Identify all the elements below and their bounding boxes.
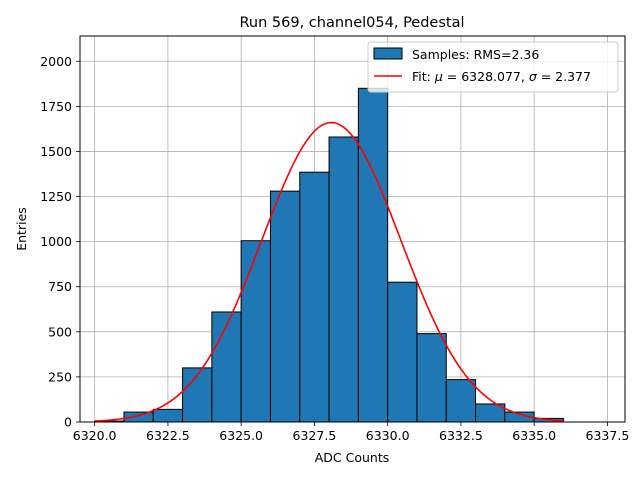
histogram-bar [152, 408, 184, 423]
histogram-bar [211, 311, 242, 423]
y-tick-label: 1000 [40, 234, 72, 249]
legend-histogram-swatch [373, 47, 403, 60]
x-tick-label: 6335.0 [512, 428, 556, 443]
x-tick-label: 6322.5 [146, 428, 190, 443]
legend-samples-label: Samples: RMS=2.36 [412, 47, 539, 62]
legend-fit-label: Fit: μ = 6328.077, σ = 2.377 [412, 69, 591, 84]
legend-box [367, 41, 619, 93]
y-tick-label: 2000 [40, 54, 72, 69]
y-axis-ticks: 0 250 500 750 1000 1250 1500 1750 2000 [40, 54, 80, 430]
histogram-bar [269, 190, 301, 423]
y-tick-label: 500 [48, 324, 72, 339]
fit-curve [94, 121, 564, 422]
x-axis-ticks: 6320.0 6322.5 6325.0 6327.5 6330.0 6332.5 6335… [73, 422, 630, 443]
x-tick-label: 6327.5 [293, 428, 337, 443]
legend-mu-symbol: μ [434, 69, 443, 84]
histogram-bar [240, 240, 271, 423]
histogram-bar [445, 379, 477, 423]
y-tick-label: 250 [48, 369, 72, 384]
y-tick-label: 750 [48, 279, 72, 294]
plot-frame [79, 35, 626, 423]
histogram-bar [328, 136, 359, 423]
y-axis-label: Entries [14, 207, 29, 251]
histogram-bar [416, 333, 447, 423]
legend-sigma-value: = 2.377 [537, 69, 591, 84]
x-tick-label: 6332.5 [439, 428, 483, 443]
y-tick-label: 0 [64, 415, 72, 430]
histogram-bar [357, 87, 389, 423]
x-tick-label: 6337.5 [586, 428, 630, 443]
x-tick-label: 6325.0 [219, 428, 263, 443]
y-tick-label: 1250 [40, 189, 72, 204]
chart-title: Run 569, channel054, Pedestal [239, 15, 464, 31]
legend-fit-prefix: Fit: [412, 69, 435, 84]
x-axis-label: ADC Counts [315, 450, 390, 465]
histogram-bar [299, 171, 330, 423]
x-tick-label: 6330.0 [366, 428, 410, 443]
legend: Samples: RMS=2.36 Fit: μ = 6328.077, σ =… [367, 41, 619, 93]
legend-mu-value: = 6328.077, [443, 69, 529, 84]
histogram-bar [387, 281, 418, 423]
y-tick-label: 1750 [40, 99, 72, 114]
y-tick-label: 1500 [40, 144, 72, 159]
x-tick-label: 6320.0 [73, 428, 117, 443]
legend-sigma-symbol: σ [529, 69, 538, 84]
